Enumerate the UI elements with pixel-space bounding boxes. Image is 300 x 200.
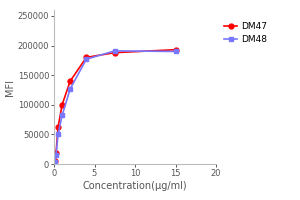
Line: DM47: DM47 (52, 47, 178, 166)
DM48 (68, 88, 72, 90)
DM47 (60, 104, 64, 106)
X-axis label: Concentration(μg/ml): Concentration(μg/ml) (83, 181, 187, 191)
DM48 (56, 133, 60, 136)
Line: DM48: DM48 (52, 48, 178, 166)
DM48 (53, 160, 57, 163)
DM47 (85, 56, 88, 59)
DM47 (174, 48, 177, 51)
DM47 (54, 152, 58, 155)
DM47 (56, 126, 60, 128)
DM48 (113, 50, 116, 52)
DM48 (174, 50, 177, 53)
Y-axis label: MFI: MFI (5, 79, 15, 96)
DM47 (113, 51, 116, 54)
DM48 (60, 114, 64, 117)
DM48 (53, 162, 56, 165)
DM47 (53, 160, 57, 162)
DM47 (68, 80, 72, 82)
DM48 (54, 154, 58, 156)
Legend: DM47, DM48: DM47, DM48 (224, 22, 267, 44)
DM48 (85, 58, 88, 60)
DM47 (53, 162, 56, 164)
